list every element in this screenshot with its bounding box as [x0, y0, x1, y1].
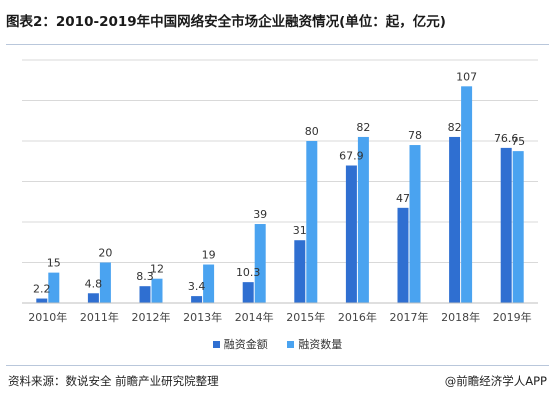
x-tick-label: 2010年	[28, 310, 67, 324]
bar-count	[357, 136, 369, 303]
value-label-count: 15	[47, 257, 61, 270]
bar-count	[254, 224, 266, 303]
bar-count	[151, 278, 163, 303]
bar-count	[409, 145, 421, 303]
value-label-count: 107	[456, 70, 477, 83]
legend-label-amount: 融资金额	[223, 338, 268, 351]
value-label-count: 19	[202, 249, 216, 262]
value-label-count: 80	[305, 125, 319, 138]
value-label-count: 12	[150, 263, 164, 276]
bar-amount	[139, 286, 151, 303]
bar-count	[461, 86, 473, 303]
legend-item-amount: 融资金额	[212, 336, 268, 352]
x-tick-label: 2018年	[441, 310, 480, 324]
bar-amount	[397, 207, 409, 303]
legend-item-count: 融资数量	[287, 336, 342, 352]
bar-amount	[87, 293, 99, 303]
bars	[36, 86, 524, 303]
bar-count	[203, 264, 215, 303]
bar-amount	[191, 296, 203, 303]
x-tick-label: 2013年	[183, 310, 222, 324]
value-label-count: 78	[408, 129, 422, 142]
value-label-amount: 8.3	[136, 270, 154, 283]
bar-count	[512, 151, 524, 303]
x-tick-label: 2015年	[286, 310, 325, 324]
legend-label-count: 融资数量	[298, 338, 343, 351]
value-label-amount: 82	[448, 121, 462, 134]
brand-credit: @前瞻经济学人APP	[444, 374, 547, 388]
bar-amount	[294, 240, 306, 303]
value-label-count: 75	[511, 135, 525, 148]
bar-amount	[500, 147, 512, 303]
x-tick-label: 2014年	[235, 310, 274, 324]
value-label-amount: 3.4	[188, 280, 206, 293]
value-label-amount: 67.9	[339, 150, 364, 163]
gridlines	[22, 59, 538, 263]
value-label-amount: 31	[293, 224, 307, 237]
bar-count	[48, 272, 60, 303]
bar-amount	[345, 165, 357, 303]
source-note: 资料来源：数说安全 前瞻产业研究院整理	[8, 374, 219, 388]
bar-amount	[36, 298, 48, 303]
chart-title: 图表2：2010-2019年中国网络安全市场企业融资情况(单位：起，亿元)	[6, 14, 446, 30]
bar-count	[306, 141, 318, 303]
bar-count	[99, 262, 111, 303]
legend-swatch-count	[287, 340, 295, 348]
value-label-amount: 47	[396, 192, 410, 205]
footer-divider	[6, 365, 549, 366]
x-tick-label: 2017年	[390, 310, 429, 324]
bar-amount	[242, 282, 254, 303]
x-tick-label: 2012年	[132, 310, 171, 324]
x-tick-labels: 2010年 2011年 2012年 2013年 2014年 2015年 2016年 2017年…	[28, 310, 531, 324]
value-label-amount: 76.6	[494, 132, 519, 145]
value-label-amount: 2.2	[33, 283, 51, 296]
x-tick-label: 2019年	[493, 310, 532, 324]
value-label-count: 82	[356, 121, 370, 134]
value-label-amount: 4.8	[85, 277, 103, 290]
x-tick-label: 2011年	[80, 310, 119, 324]
value-label-amount: 10.3	[236, 266, 261, 279]
x-tick-label: 2016年	[338, 310, 377, 324]
legend: 融资金额 融资数量	[0, 336, 555, 352]
legend-swatch-amount	[212, 340, 220, 348]
value-label-count: 20	[98, 247, 112, 260]
value-labels: 2.2 15 4.8 20 8.312 3.4 19 10.3 39 31 80 67.9 82 47 78…	[33, 70, 525, 295]
bar-amount	[449, 136, 461, 303]
value-label-count: 39	[253, 208, 267, 221]
title-divider	[6, 44, 549, 45]
